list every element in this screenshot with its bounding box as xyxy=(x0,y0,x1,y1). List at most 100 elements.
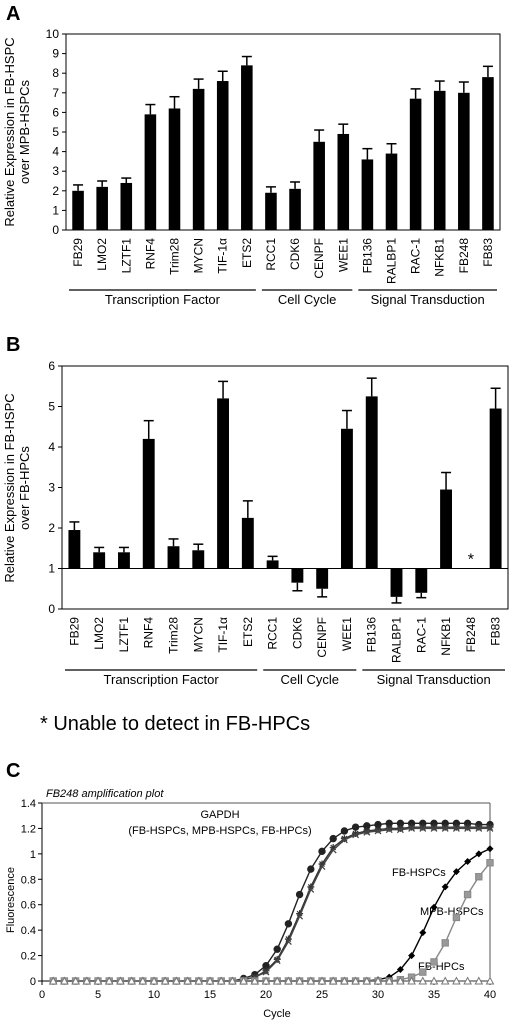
panel-c-xtick-label: 10 xyxy=(148,989,160,1001)
panel-a: A Relative Expression in FB-HSPC over MP… xyxy=(2,3,501,307)
panel-b-category-label: LZTF1 xyxy=(117,617,131,653)
panel-c-ytick-label: 0.2 xyxy=(21,951,36,963)
series-point-fb248_fbhpc xyxy=(474,976,484,985)
series-fb248_fbhpc xyxy=(48,976,495,985)
panel-a-ytick-label: 6 xyxy=(52,105,59,119)
panel-a-bar-16 xyxy=(458,92,470,230)
series-point-fb248_mpbhspc xyxy=(463,890,472,899)
series-point-gapdh_mpbhspc xyxy=(430,823,438,831)
series-point-gapdh_fbhpc xyxy=(307,885,315,893)
series-point-fb248_fbhpc xyxy=(485,976,495,985)
series-point-fb248_fbhpc xyxy=(71,976,80,985)
panel-b-bar-0 xyxy=(68,530,81,569)
series-point-fb248_fbhpc xyxy=(138,976,148,985)
panel-a-bar-9 xyxy=(289,188,301,230)
series-point-gapdh_mpbhspc xyxy=(340,835,348,843)
series-point-fb248_mpbhspc xyxy=(475,873,483,881)
panel-b-category-label: TIF-1α xyxy=(216,617,230,653)
panel-c-xtick-label: 40 xyxy=(484,989,496,1001)
series-point-gapdh_fbhpc xyxy=(408,824,416,832)
panel-a-bar-14 xyxy=(409,98,422,231)
panel-a-ytick-label: 1 xyxy=(52,203,59,217)
series-point-fb248_fbhpc xyxy=(418,976,428,985)
series-point-fb248_fbhpc xyxy=(295,976,304,985)
series-point-fb248_fbhpc xyxy=(396,976,405,985)
series-point-fb248_fbhspc xyxy=(430,903,438,911)
panel-b-bar-2 xyxy=(117,552,130,569)
panel-a-category-label: Trim28 xyxy=(168,238,182,275)
panel-b-group-label: Transcription Factor xyxy=(104,672,220,687)
panel-b-bar-5 xyxy=(192,550,205,569)
panel-a-group-label: Cell Cycle xyxy=(278,292,337,307)
series-point-fb248_fbhpc xyxy=(127,976,136,985)
series-point-fb248_fbhpc xyxy=(306,976,316,985)
series-point-fb248_fbhpc xyxy=(452,976,461,985)
series-point-gapdh_mpbhspc xyxy=(363,827,371,835)
panel-b-missing-marker: * xyxy=(468,552,474,569)
panel-a-label: A xyxy=(6,3,20,25)
panel-a-category-label: FB136 xyxy=(360,238,374,274)
panel-b-category-label: LMO2 xyxy=(92,617,106,650)
series-point-fb248_fbhpc xyxy=(239,976,248,985)
series-point-gapdh_fbhpc xyxy=(296,912,304,920)
series-point-gapdh_fbhpc xyxy=(329,846,337,854)
panel-a-category-label: FB248 xyxy=(457,238,471,274)
series-point-fb248_fbhpc xyxy=(328,976,338,985)
series-point-fb248_fbhpc xyxy=(93,976,103,985)
series-point-gapdh_fbhpc xyxy=(475,824,483,832)
panel-b: B Relative Expression in FB-HSPC over FB… xyxy=(2,334,509,735)
panel-a-group-label: Signal Transduction xyxy=(371,292,485,307)
panel-b-label: B xyxy=(6,334,20,356)
panel-c-xlabel: Cycle xyxy=(263,1008,291,1020)
panel-c-ytick-label: 1 xyxy=(30,849,36,861)
series-point-fb248_fbhpc xyxy=(149,976,159,985)
series-point-gapdh_mpbhspc xyxy=(441,823,449,831)
panel-b-category-label: FB29 xyxy=(67,617,81,646)
series-point-fb248_fbhpc xyxy=(82,976,92,985)
panel-c-ytick-label: 1.4 xyxy=(21,798,36,810)
panel-b-bar-14 xyxy=(415,568,428,593)
series-point-gapdh_mpbhspc xyxy=(262,967,270,975)
panel-b-category-label: RAC-1 xyxy=(414,617,428,653)
panel-b-category-label: MYCN xyxy=(191,617,205,652)
panel-a-bar-3 xyxy=(144,114,157,230)
series-point-gapdh_fbhpc xyxy=(284,938,292,946)
panel-a-category-label: RALBP1 xyxy=(385,238,399,284)
panel-a-bar-7 xyxy=(241,65,253,230)
panel-b-ylabel-line1: Relative Expression in FB-HSPC xyxy=(2,393,17,582)
panel-b-bar-6 xyxy=(217,398,230,569)
panel-b-bar-7 xyxy=(241,517,254,569)
panel-a-bar-6 xyxy=(216,81,229,230)
series-point-gapdh_fbhpc xyxy=(430,824,438,832)
panel-b-category-label: WEE1 xyxy=(340,617,354,651)
annotation-gapdh-samples: (FB-HSPCs, MPB-HSPCs, FB-HPCs) xyxy=(128,825,311,837)
series-point-fb248_fbhspc xyxy=(408,952,416,960)
panel-c-title: FB248 amplification plot xyxy=(46,788,164,800)
series-point-fb248_fbhspc xyxy=(486,845,494,853)
panel-b-bar-12 xyxy=(365,396,378,569)
panel-c-xtick-label: 15 xyxy=(204,989,216,1001)
panel-b-category-label: CDK6 xyxy=(290,617,304,649)
panel-b-footnote: * Unable to detect in FB-HPCs xyxy=(40,713,310,735)
series-point-fb248_mpbhspc xyxy=(452,913,461,922)
series-point-gapdh_fbhpc xyxy=(340,836,348,844)
panel-b-category-label: RCC1 xyxy=(266,617,280,650)
panel-b-ytick-label: 2 xyxy=(48,521,55,535)
series-line-gapdh_fbhspc xyxy=(53,822,490,982)
panel-a-bar-11 xyxy=(337,133,350,230)
panel-b-ytick-label: 1 xyxy=(48,562,55,576)
series-point-gapdh_mpbhspc xyxy=(284,935,292,943)
panel-a-category-label: ETS2 xyxy=(240,238,254,268)
series-point-gapdh_mpbhspc xyxy=(486,823,494,831)
panel-a-ytick-label: 0 xyxy=(52,223,59,237)
panel-b-category-label: NFKB1 xyxy=(439,617,453,656)
panel-b-ytick-label: 4 xyxy=(48,440,55,454)
panel-b-group-label: Cell Cycle xyxy=(281,672,340,687)
series-point-gapdh_mpbhspc xyxy=(452,823,460,831)
series-point-fb248_fbhpc xyxy=(250,976,260,985)
panel-b-category-label: FB83 xyxy=(489,617,503,646)
annotation-gapdh: GAPDH xyxy=(200,809,239,821)
series-point-gapdh_fbhpc xyxy=(419,824,427,832)
panel-a-category-label: TIF-1α xyxy=(216,238,230,274)
series-point-fb248_fbhpc xyxy=(104,976,114,985)
